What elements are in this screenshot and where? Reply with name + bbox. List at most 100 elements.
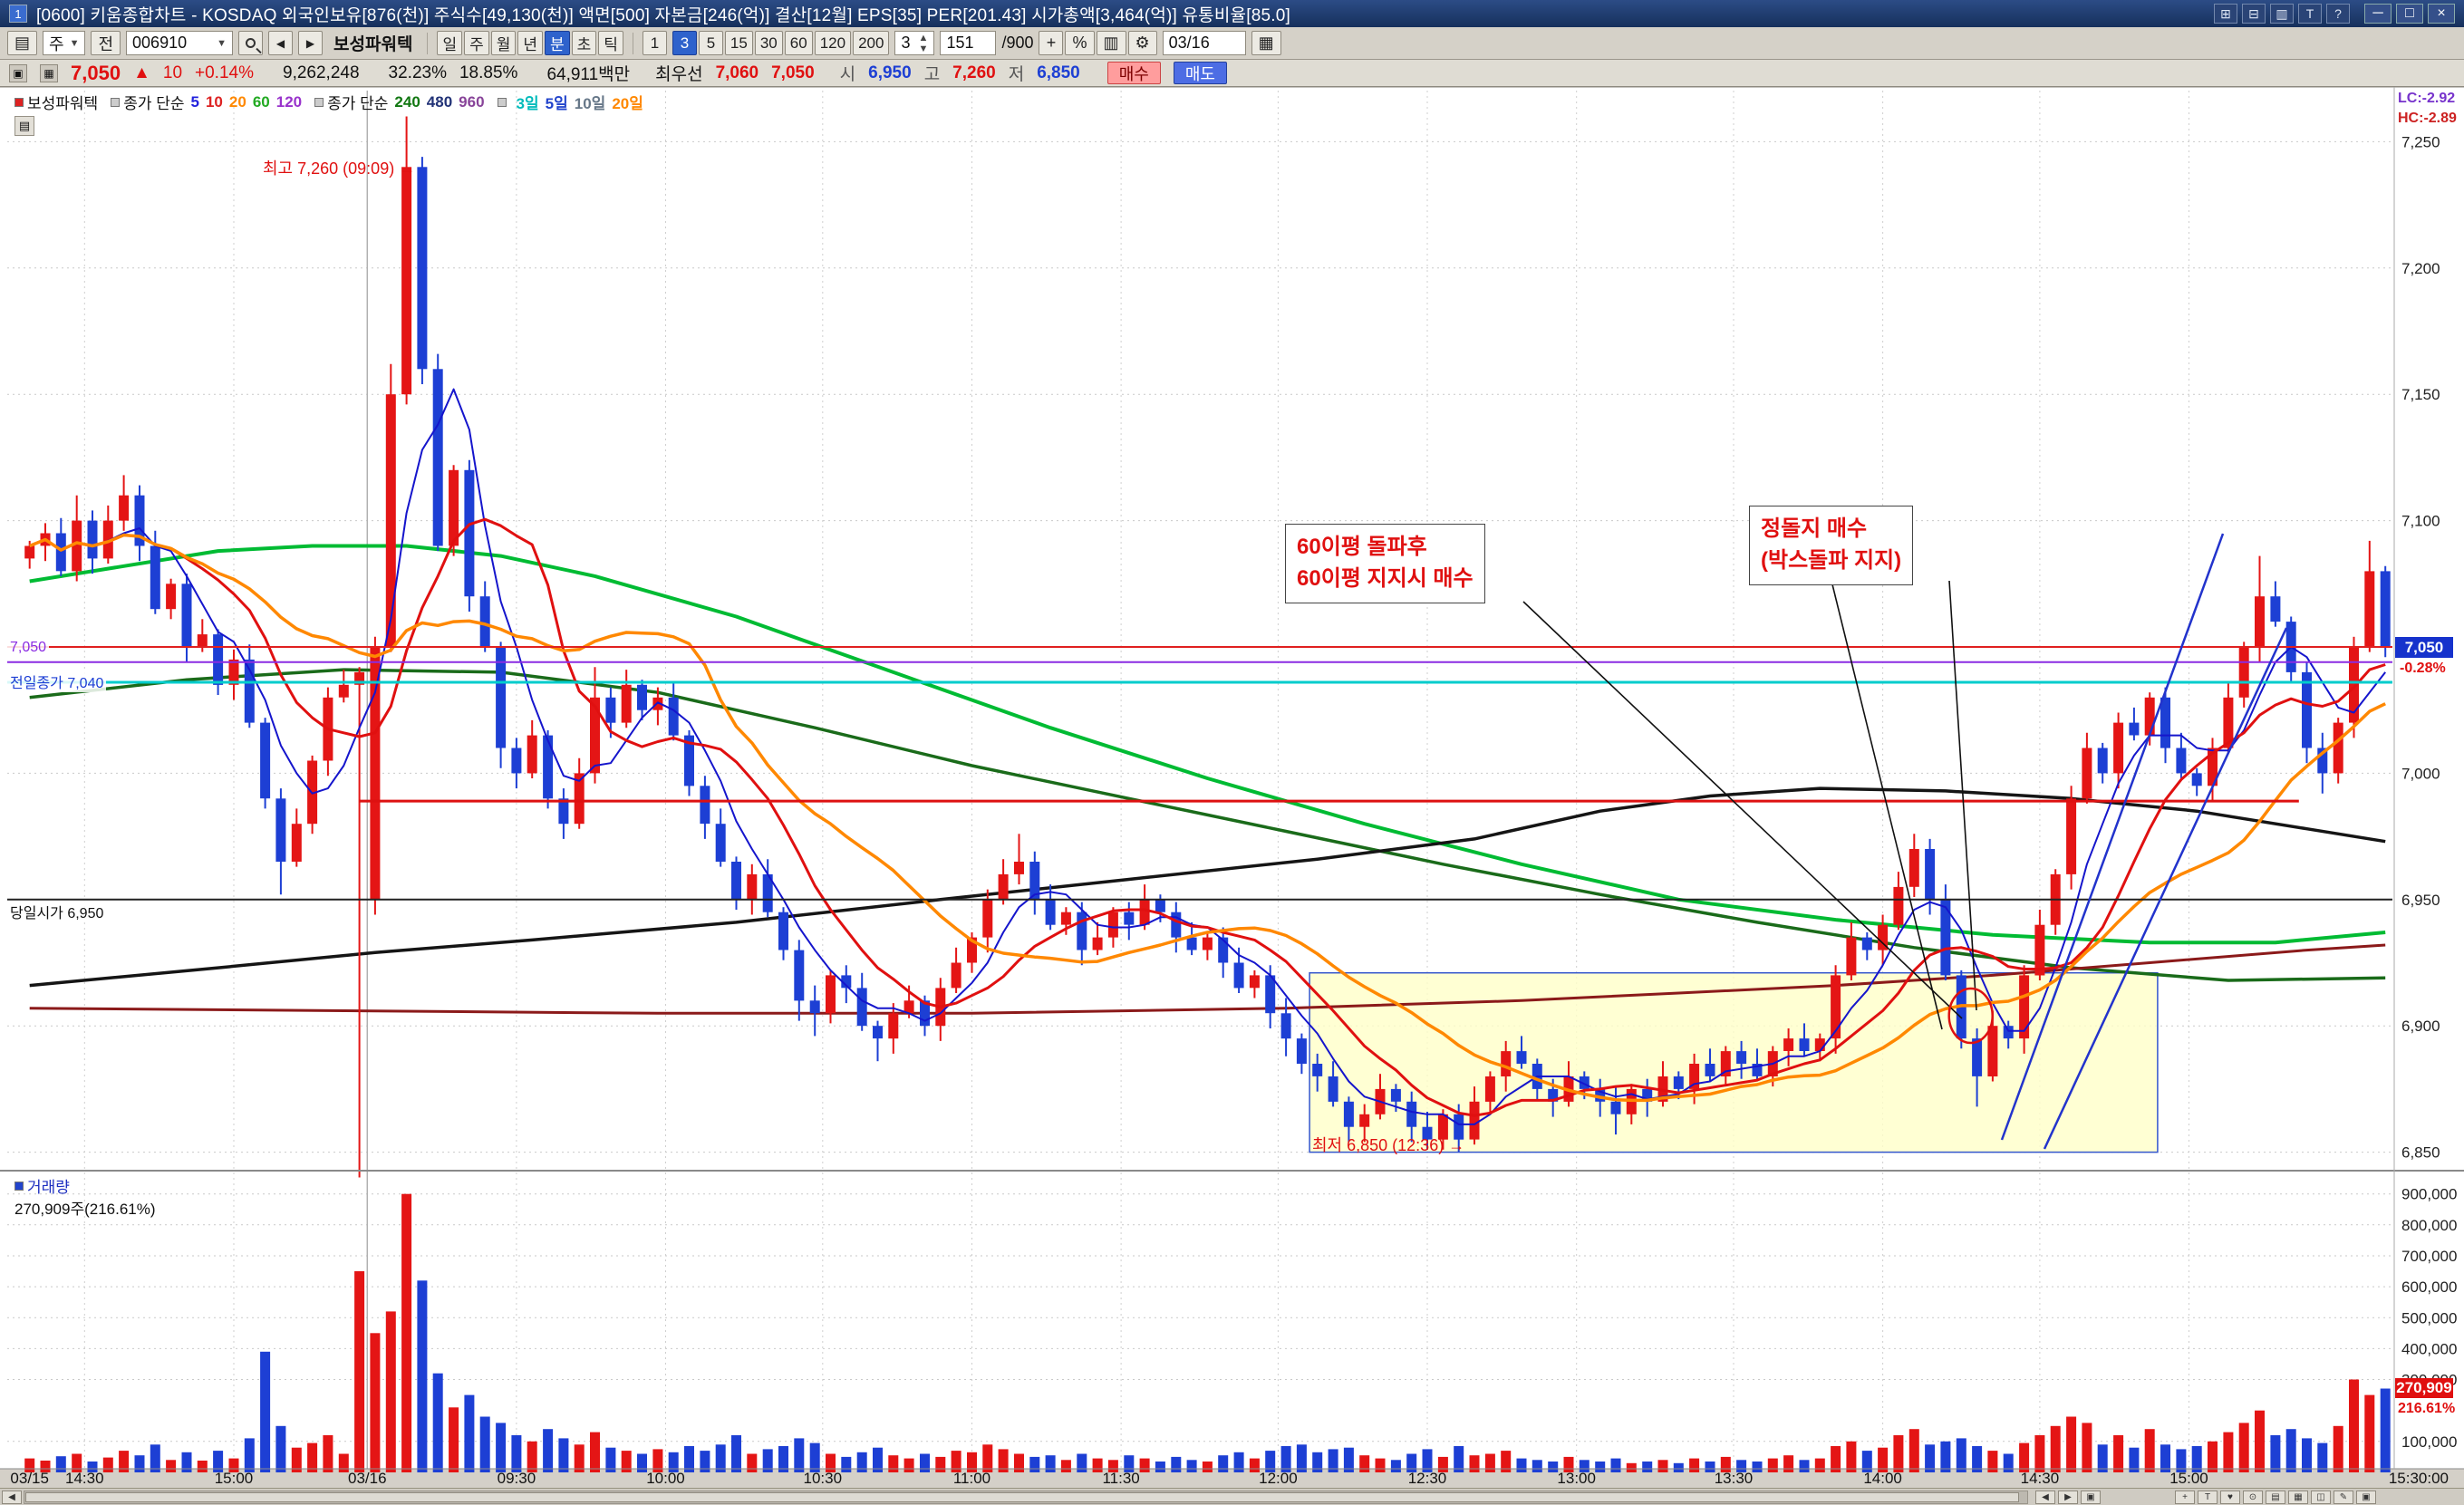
maximize-button[interactable]: □ [2396,4,2423,24]
period-button-일[interactable]: 일 [437,31,463,55]
candle [998,873,1009,900]
candle [2113,722,2124,774]
scrollbar-thumb[interactable] [25,1491,2019,1502]
candle [1092,937,1103,950]
stock-code-input[interactable]: 006910 ▼ [126,31,234,55]
legend-ma-group-2[interactable]: 종가 단순 240 480 960 [314,91,485,113]
titlebar-tool-icon-4[interactable]: ? [2326,4,2350,24]
volume-bar [1437,1456,1448,1472]
candle [1469,1101,1480,1140]
volume-bar [2129,1447,2140,1472]
chart-tool-icon-2[interactable]: ♥ [2220,1490,2240,1504]
minute-button-15[interactable]: 15 [724,31,753,55]
period-button-주[interactable]: 주 [464,31,489,55]
next-stock-button[interactable]: ▶ [298,31,324,55]
minute-button-30[interactable]: 30 [754,31,783,55]
quote-icon-1[interactable]: ▣ [9,63,27,82]
period-button-월[interactable]: 월 [490,31,517,55]
jeon-toggle-button[interactable]: 전 [91,31,121,55]
stock-type-select[interactable]: 주 ▼ [43,31,86,55]
minimize-button[interactable]: ─ [2364,4,2392,24]
volume-bar [2113,1435,2124,1472]
volume-bar [1673,1462,1684,1472]
chart-option-icon-0[interactable]: + [1039,31,1064,55]
chart-tool-icon-8[interactable]: ▣ [2356,1490,2376,1504]
scrollbar-nav-icon-2[interactable]: ▣ [2081,1490,2101,1504]
candle [574,773,585,825]
scrollbar-nav-icon-0[interactable]: ◀ [2035,1490,2055,1504]
calendar-icon-button[interactable]: ▦ [1251,31,1281,55]
volume-legend[interactable]: 거래량 [14,1174,70,1197]
candle [1390,1088,1401,1102]
period-button-년[interactable]: 년 [517,31,543,55]
legend-ma-group-1[interactable]: 종가 단순 5 10 20 60 120 [111,91,302,113]
chart-option-icon-2[interactable]: ▥ [1096,31,1126,55]
minute-button-200[interactable]: 200 [853,31,890,55]
scrollbar-track[interactable] [24,1490,2028,1504]
minute-button-60[interactable]: 60 [784,31,813,55]
window-title: [0600] 키움종합차트 - KOSDAQ 외국인보유[876(천)] 주식수… [36,5,1290,25]
candle [1689,1064,1700,1089]
candle [747,873,758,900]
volume-bar [2333,1425,2343,1472]
minute-button-3[interactable]: 3 [672,31,697,55]
scrollbar-nav-icon-1[interactable]: ▶ [2058,1490,2078,1504]
time-tick: 15:00 [2169,1470,2208,1487]
menu-icon-button[interactable]: ▤ [7,31,38,55]
chart-tool-icon-3[interactable]: ⊙ [2243,1490,2263,1504]
prev-stock-button[interactable]: ◀ [268,31,294,55]
titlebar-tool-icon-1[interactable]: ⊟ [2242,4,2266,24]
bars-shown-input[interactable]: 151 [940,31,997,55]
volume-bar [527,1441,537,1472]
legend-stock[interactable]: 보성파워텍 [14,91,98,113]
candle [652,697,663,710]
volume-bar [809,1442,820,1472]
sell-button[interactable]: 매도 [1173,62,1227,84]
chart-option-icon-1[interactable]: % [1065,31,1095,55]
annotation-box-1[interactable]: 60이평 돌파후 60이평 지지시 매수 [1285,524,1485,603]
candle [1077,912,1087,950]
candle [1437,1114,1448,1140]
titlebar-tool-icon-0[interactable]: ⊞ [2214,4,2237,24]
date-input[interactable]: 03/16 [1162,31,1246,55]
chart-option-icon-3[interactable]: ⚙ [1127,31,1157,55]
tick-spinner[interactable]: 3 ▲ ▼ [894,31,935,55]
candle [605,697,616,723]
volume-bar [1925,1444,1936,1472]
period-button-분[interactable]: 분 [545,31,570,55]
titlebar-tool-icon-2[interactable]: ▥ [2270,4,2294,24]
candle [511,748,522,774]
chart-tool-toggle[interactable]: ▤ [14,116,34,136]
volume-bar [998,1449,1009,1472]
period-button-초[interactable]: 초 [571,31,597,55]
legend-ma-group-3[interactable]: 3일 5일 10일 20일 [497,91,643,113]
candle [2066,798,2077,874]
titlebar-tool-icon-3[interactable]: T [2298,4,2322,24]
search-button[interactable] [238,31,264,55]
annotation-box-2[interactable]: 정돌지 매수 (박스돌파 지지) [1749,506,1914,585]
best-quote-label: 최우선 [655,65,703,84]
chart-tool-icon-0[interactable]: + [2175,1490,2195,1504]
candle [166,584,177,610]
close-button[interactable]: × [2428,4,2455,24]
chart-tool-icon-5[interactable]: ▦ [2288,1490,2308,1504]
count-button[interactable]: 1 [642,31,667,55]
time-tick: 13:30 [1715,1470,1754,1487]
volume-bar [449,1407,459,1472]
candle [1861,937,1872,950]
session-low-annotation: 최저 6,850 (12:36) → [1312,1136,1465,1154]
volume-bar [1610,1458,1621,1472]
chart-tool-icon-6[interactable]: ◫ [2311,1490,2331,1504]
scroll-left-button[interactable]: ◀ [2,1490,22,1504]
quote-icon-2[interactable]: ▦ [40,63,58,82]
minute-button-5[interactable]: 5 [698,31,723,55]
buy-button[interactable]: 매수 [1106,62,1161,84]
chart-tool-icon-4[interactable]: ▤ [2266,1490,2285,1504]
chart-tool-icon-7[interactable]: ✎ [2334,1490,2353,1504]
period-button-틱[interactable]: 틱 [598,31,623,55]
time-tick: 11:00 [953,1470,990,1487]
chart-tool-icon-1[interactable]: T [2198,1490,2218,1504]
minute-button-120[interactable]: 120 [814,31,852,55]
